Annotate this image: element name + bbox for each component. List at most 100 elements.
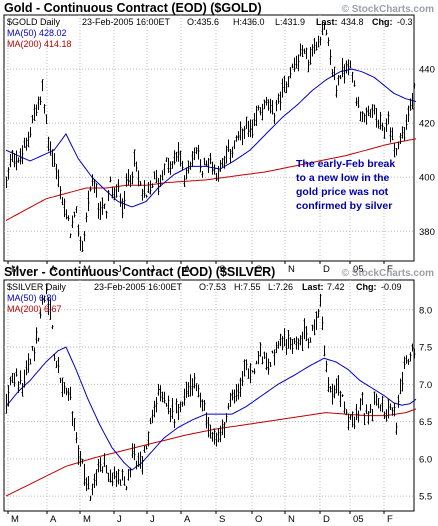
gold-price-bar	[181, 160, 184, 170]
silver-price-bar	[271, 350, 274, 354]
silver-price-bar	[379, 404, 382, 412]
g-x-tick-label: A	[50, 264, 57, 275]
gold-price-bar	[47, 136, 50, 152]
gold-price-bar	[367, 105, 370, 117]
silver-price-bar	[65, 387, 68, 396]
gold-price-bar	[361, 111, 364, 122]
silver-price-bar	[241, 371, 244, 387]
silver-price-bar	[341, 394, 344, 397]
gold-annotation-line-3: gold price was not	[296, 186, 389, 198]
gold-price-bar	[303, 48, 306, 54]
gold-price-bar	[71, 215, 74, 229]
silver-price-bar	[393, 403, 396, 417]
gold-price-bar	[25, 137, 28, 151]
silver-price-bar	[303, 318, 306, 340]
silver-price-bar	[113, 466, 116, 480]
silver-price-bar	[233, 389, 236, 404]
silver-price-bar	[101, 466, 104, 473]
silver-price-bar	[129, 467, 132, 478]
gold-price-bar	[59, 186, 62, 200]
silver-price-bar	[283, 328, 286, 347]
gold-price-bar	[107, 190, 110, 201]
silver-price-bar	[367, 411, 370, 425]
gold-price-bar	[75, 206, 78, 214]
silver-price-bar	[405, 355, 408, 364]
silver-chg-label: Chg:	[356, 282, 377, 292]
gold-price-bar	[199, 159, 202, 173]
gold-price-bar	[39, 96, 42, 105]
gold-price-bar	[389, 127, 392, 143]
gold-price-bar	[179, 150, 182, 167]
silver-price-bar	[225, 413, 228, 423]
silver-price-bar	[251, 370, 254, 373]
gold-price-bar	[119, 193, 122, 207]
gold-high: H:436.0	[233, 17, 265, 27]
silver-price-bar	[357, 410, 360, 423]
silver-price-bar	[365, 404, 368, 415]
gold-price-bar	[313, 38, 316, 54]
silver-price-bar	[207, 416, 210, 438]
gold-price-bar	[117, 179, 120, 192]
silver-price-bar	[7, 385, 10, 407]
silver-price-bar	[43, 295, 46, 303]
silver-price-bar	[273, 349, 276, 366]
gold-price-bar	[185, 167, 188, 180]
silver-price-bar	[369, 404, 372, 414]
silver-price-bar	[261, 356, 264, 365]
gold-price-bar	[273, 112, 276, 125]
gold-price-bar	[295, 55, 298, 69]
gold-annotation: The early-Feb break to a new low in the …	[296, 158, 395, 212]
gold-price-bar	[155, 169, 158, 183]
silver-price-bar	[347, 413, 350, 431]
gold-annotation-line-2: to a new low in the	[296, 172, 389, 184]
gold-price-bar	[217, 165, 220, 182]
gold-price-bar	[183, 175, 186, 187]
silver-price-bar	[279, 333, 282, 347]
silver-price-bar	[5, 393, 8, 414]
gold-price-bar	[327, 37, 330, 47]
silver-price-bar	[349, 414, 352, 420]
g-x-tick-label: M	[83, 264, 91, 275]
gold-price-bar	[11, 150, 14, 162]
silver-price-bar	[259, 342, 262, 357]
gold-price-bar	[409, 98, 412, 111]
gold-price-bar	[63, 198, 66, 218]
gold-last-label: Last:	[316, 17, 338, 27]
gold-price-bar	[7, 167, 10, 180]
gold-price-bar	[311, 44, 314, 57]
gold-price-bar	[187, 160, 190, 174]
gold-x-ticks: M A M J J A S O N D 05 F	[7, 261, 393, 275]
s-y-tick-label: 6.0	[419, 454, 432, 465]
silver-price-bar	[275, 341, 278, 354]
gold-price-bar	[383, 127, 386, 139]
silver-price-bar	[231, 389, 234, 401]
s-y-tick-label: 7.0	[419, 380, 432, 391]
gold-price-bar	[357, 96, 360, 109]
gold-price-bar	[121, 198, 124, 219]
gold-title: Gold - Continuous Contract (EOD) ($GOLD)	[4, 1, 262, 15]
gold-chg: -0.3	[397, 17, 413, 27]
gold-price-bar	[349, 60, 352, 69]
g-y-tick-label: 400	[419, 173, 435, 184]
gold-price-bar	[19, 148, 22, 165]
silver-open: O:7.53	[199, 282, 226, 292]
gold-price-bar	[157, 178, 160, 196]
g-x-tick-label: A	[184, 264, 191, 275]
silver-price-bar	[91, 483, 94, 496]
gold-price-bar	[81, 240, 84, 252]
gold-price-bar	[351, 71, 354, 83]
gold-price-bar	[205, 160, 208, 167]
gold-price-bar	[359, 111, 362, 122]
silver-price-bar	[125, 485, 128, 491]
silver-y-ticks: 5.5 6.0 6.5 7.0 7.5 8.0	[419, 305, 432, 502]
gold-price-bar	[233, 140, 236, 150]
silver-price-bar	[111, 472, 114, 487]
silver-price-bar	[83, 463, 86, 486]
gold-price-bar	[151, 183, 154, 189]
gold-watermark: © StockCharts.com	[342, 4, 435, 15]
silver-price-bar	[377, 397, 380, 409]
silver-price-bar	[19, 370, 22, 385]
gold-price-bar	[141, 188, 144, 201]
gold-symbol: $GOLD Daily	[7, 17, 61, 27]
silver-chg: -0.09	[381, 282, 402, 292]
